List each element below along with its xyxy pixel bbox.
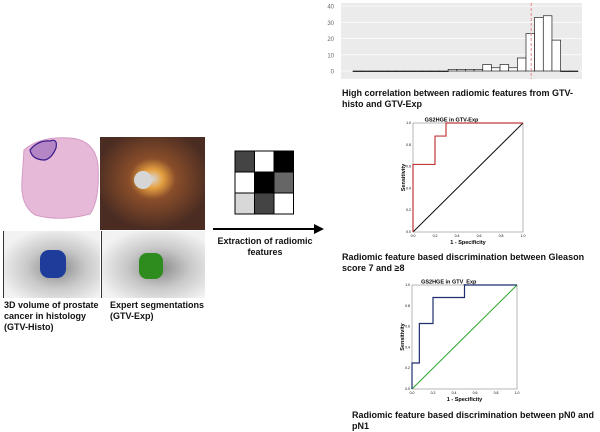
- reference-diagonal: [411, 284, 518, 390]
- y-axis-label: Sensitivity: [401, 163, 407, 191]
- extraction-caption: Extraction of radiomic features: [217, 236, 313, 257]
- tumor-contour: [29, 139, 57, 161]
- roc-gleason-caption: Radiomic feature based discrimination be…: [342, 252, 585, 273]
- histogram-bar: [447, 69, 458, 72]
- grid-cell: [254, 192, 275, 215]
- x-tick-label: 1.0: [515, 391, 520, 395]
- histogram-bar: [499, 64, 510, 72]
- roc-curve: [412, 122, 523, 232]
- histogram-bar: [430, 70, 440, 72]
- x-tick-label: 0.2: [431, 391, 436, 395]
- y-tick-label: 0.0: [405, 387, 410, 391]
- y-tick-label: 0.2: [406, 208, 411, 212]
- histogram-bar: [491, 67, 501, 72]
- histogram-bar: [482, 64, 492, 72]
- chart-title: GS2HGE in GTV_Exp: [421, 280, 477, 286]
- histogram-bar: [378, 70, 388, 72]
- histogram-bar: [465, 69, 475, 72]
- grid-cell: [273, 192, 294, 215]
- y-axis-label: Sensitivity: [400, 322, 406, 350]
- x-tick-label: 0.4: [452, 391, 457, 395]
- y-tick-label: 0.6: [406, 165, 411, 169]
- grid-cell: [273, 150, 294, 173]
- grid-cell: [234, 192, 255, 215]
- x-tick-label: 0.8: [494, 391, 499, 395]
- roc-chart-pn: GS2HGE in GTV_Exp 0.00.0 0.2 0.2 0.4 0.4 0.6 0.…: [400, 280, 519, 404]
- y-tick-label: 0.8: [405, 304, 410, 308]
- histogram-bar: [361, 70, 371, 72]
- histogram-bar: [352, 70, 362, 72]
- x-tick-label: 0.2: [433, 234, 438, 238]
- histogram-bar: [395, 70, 406, 72]
- histogram-bar: [542, 15, 553, 72]
- roc-curve: [411, 284, 517, 389]
- y-tick-label: 40: [327, 5, 334, 11]
- gtv-histo-segmentation-image: [3, 231, 100, 298]
- y-tick-label: 0.4: [406, 186, 411, 190]
- y-tick-label: 0: [331, 70, 335, 76]
- histo-caption: 3D volume of prostate cancer in histolog…: [4, 300, 99, 332]
- reference-diagonal: [412, 122, 524, 233]
- arrow: [213, 224, 324, 234]
- expert-caption: Expert segmentations (GTV-Exp): [110, 300, 205, 321]
- histogram-bar: [369, 70, 380, 72]
- histogram-bar: [560, 70, 570, 72]
- histogram-bar: [413, 70, 423, 72]
- y-tick-label: 0.6: [405, 325, 410, 329]
- roc-chart-gleason: GS2HGE in GTV-Exp 0.00.0 0.2 0.2 0.4 0.4 0.6 0.…: [401, 118, 525, 247]
- histogram-bar: [404, 70, 414, 72]
- radiomic-feature-grid: [234, 150, 294, 215]
- histogram-caption: High correlation between radiomic featur…: [342, 88, 574, 109]
- histogram-bar: [534, 17, 544, 72]
- x-tick-label: 1.0: [521, 234, 526, 238]
- histogram-bar: [516, 57, 527, 72]
- y-tick-label: 0.4: [405, 345, 410, 349]
- histogram-bar: [456, 69, 466, 72]
- y-tick-label: 1.0: [406, 121, 411, 125]
- y-tick-label: 0.8: [406, 143, 411, 147]
- grid-cell: [254, 150, 275, 173]
- x-tick-label: 0.0: [410, 391, 415, 395]
- y-tick-label: 30: [327, 21, 334, 27]
- grid-cell: [234, 171, 255, 194]
- y-tick-label: 1.0: [405, 283, 410, 287]
- histogram-bar: [508, 67, 518, 72]
- histogram-chart: 0 10 20 30 40: [327, 3, 582, 79]
- histogram-bar: [568, 70, 579, 72]
- chart-title: GS2HGE in GTV-Exp: [425, 118, 479, 124]
- pet-ct-image: [100, 137, 205, 230]
- x-axis-label: 1 - Specificity: [447, 397, 483, 403]
- x-axis-label: 1 - Specificity: [450, 240, 486, 246]
- y-tick-label: 0.2: [405, 366, 410, 370]
- histology-image: [21, 137, 99, 219]
- histogram-bar: [421, 70, 432, 72]
- grid-cell: [254, 171, 275, 194]
- histogram-bar: [473, 69, 484, 72]
- grid-cell: [273, 171, 294, 194]
- x-tick-label: 0.8: [499, 234, 504, 238]
- histogram-bar: [387, 70, 397, 72]
- x-tick-label: 0.6: [477, 234, 482, 238]
- y-tick-label: 10: [327, 53, 334, 59]
- x-tick-label: 0.0: [411, 234, 416, 238]
- y-tick-label: 20: [327, 37, 334, 43]
- histogram-bar: [439, 70, 449, 72]
- histogram-bar: [525, 33, 535, 72]
- grid-cell: [234, 150, 255, 173]
- roc-pn-caption: Radiomic feature based discrimination be…: [352, 410, 595, 431]
- x-tick-label: 0.6: [473, 391, 478, 395]
- x-tick-label: 0.4: [455, 234, 460, 238]
- gtv-exp-segmentation-image: [101, 231, 205, 298]
- histogram-bar: [551, 39, 561, 72]
- y-tick-label: 0.0: [406, 230, 411, 234]
